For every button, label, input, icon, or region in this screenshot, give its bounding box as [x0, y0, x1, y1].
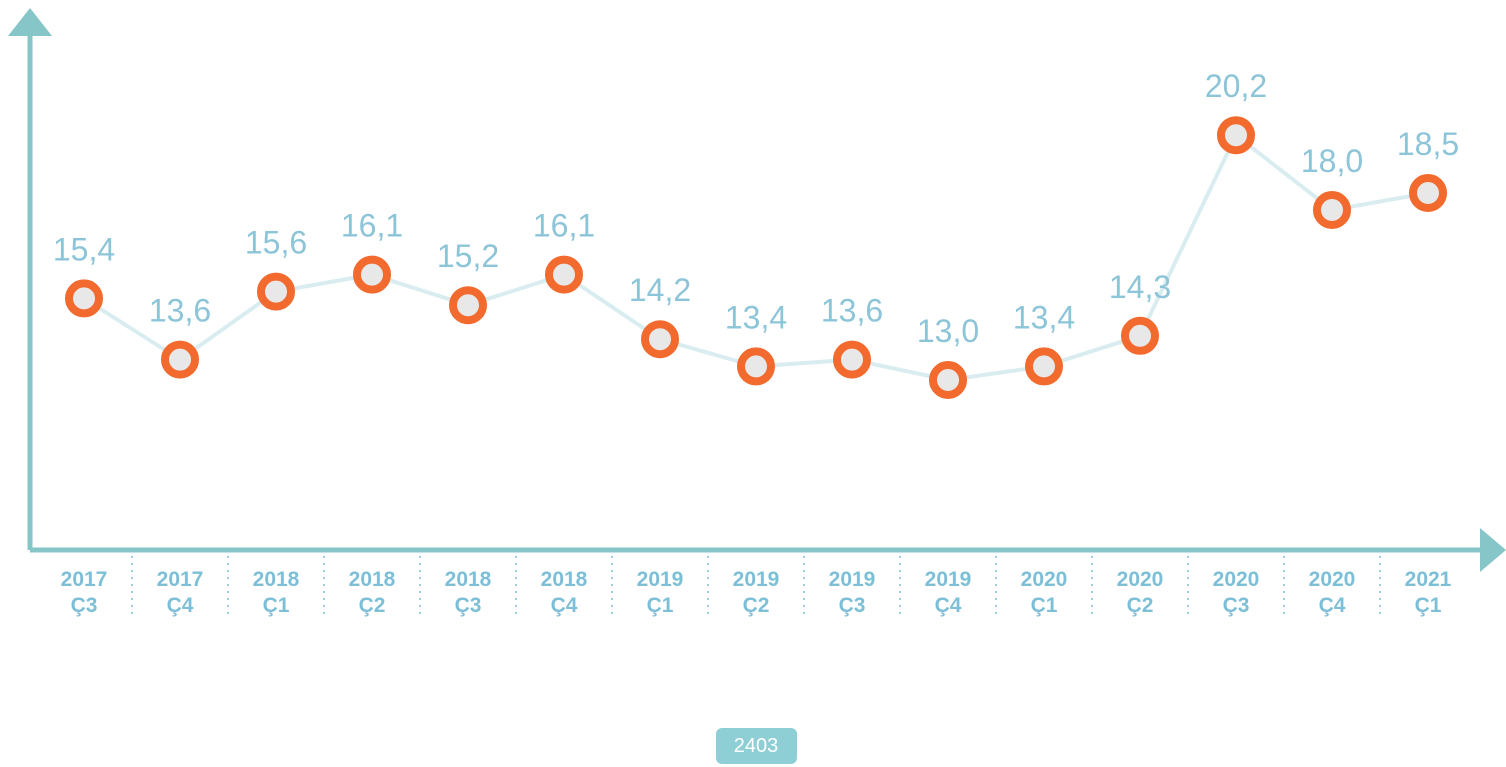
x-tick-label: Ç3	[455, 594, 482, 617]
x-tick-label: 2020	[1213, 568, 1260, 591]
data-label: 13,6	[149, 293, 211, 329]
x-tick-label: Ç4	[551, 594, 578, 617]
x-tick-label: Ç2	[743, 594, 770, 617]
marker	[1121, 316, 1159, 355]
x-tick-label: 2020	[1021, 568, 1068, 591]
marker	[1217, 116, 1255, 155]
marker	[737, 347, 775, 386]
x-tick-label: 2019	[637, 568, 684, 591]
marker	[1025, 347, 1063, 386]
marker	[257, 272, 295, 311]
data-label: 14,2	[629, 272, 691, 308]
marker	[641, 320, 679, 359]
x-tick-label: 2017	[157, 568, 204, 591]
y-axis-arrow	[8, 8, 52, 36]
x-tick-label: 2019	[829, 568, 876, 591]
data-label: 13,4	[1013, 299, 1075, 335]
plot: 2017 Ç3 2017 Ç4 2018 Ç1 2018 Ç2 2018 Ç3 2018 Ç4 2019…	[53, 68, 1459, 617]
x-tick-label: 2020	[1309, 568, 1356, 591]
data-label: 15,2	[437, 238, 499, 274]
x-tick-label: 2018	[445, 568, 492, 591]
x-tick-label: Ç1	[263, 594, 290, 617]
data-label: 13,4	[725, 299, 787, 335]
marker	[161, 340, 199, 379]
marker	[449, 286, 487, 325]
x-tick-label: Ç2	[359, 594, 386, 617]
marker	[1313, 191, 1351, 229]
data-label: 14,3	[1109, 269, 1171, 305]
x-tick-label: Ç2	[1127, 594, 1154, 617]
data-label: 13,6	[821, 293, 883, 329]
data-label: 16,1	[533, 208, 595, 244]
x-tick-label: 2018	[349, 568, 396, 591]
data-label: 18,5	[1397, 126, 1459, 162]
x-tick-label: Ç4	[935, 594, 962, 617]
x-tick-label: 2019	[925, 568, 972, 591]
x-tick-label: Ç3	[1223, 594, 1250, 617]
data-label: 18,0	[1301, 143, 1363, 179]
x-tick-label: Ç4	[1319, 594, 1346, 617]
marker	[353, 255, 391, 294]
x-tick-label: 2018	[541, 568, 588, 591]
marker	[1409, 174, 1447, 212]
x-tick-label: Ç1	[1415, 594, 1442, 617]
data-label: 16,1	[341, 208, 403, 244]
data-label: 15,4	[53, 231, 115, 267]
x-tick-label: Ç1	[1031, 594, 1058, 617]
marker	[545, 255, 583, 294]
x-tick-label: Ç3	[71, 594, 98, 617]
x-tick-label: 2020	[1117, 568, 1164, 591]
page-number: 2403	[734, 735, 779, 757]
x-tick-label: 2019	[733, 568, 780, 591]
x-axis-arrow	[1480, 528, 1506, 572]
data-label: 20,2	[1205, 68, 1267, 104]
x-tick-label: 2021	[1405, 568, 1452, 591]
x-tick-label: 2017	[61, 568, 108, 591]
x-tick-label: 2018	[253, 568, 300, 591]
x-tick-label: Ç4	[167, 594, 194, 617]
x-tick-label: Ç3	[839, 594, 866, 617]
x-tick-label: Ç1	[647, 594, 674, 617]
marker	[929, 361, 967, 399]
page-badge	[716, 728, 797, 764]
marker	[65, 279, 103, 318]
data-label: 15,6	[245, 225, 307, 261]
marker	[833, 340, 871, 379]
data-label: 13,0	[917, 313, 979, 349]
